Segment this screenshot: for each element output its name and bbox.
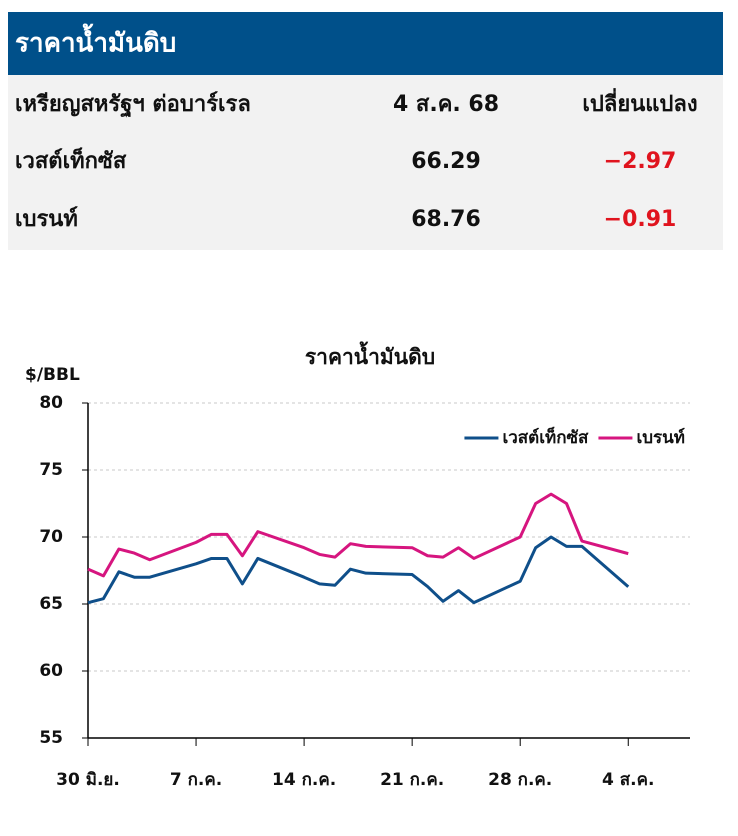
legend-label: เวสต์เท็กซัส <box>502 425 589 448</box>
y-axis-label: $/BBL <box>25 365 80 385</box>
chart: ราคาน้ำมันดิบ $/BBL 55 60 65 70 75 80 30 มิ.ย.… <box>25 341 690 790</box>
table-cell: เวสต์เท็กซัส <box>15 146 127 174</box>
x-tick-label: 14 ก.ค. <box>272 770 336 790</box>
chart-title: ราคาน้ำมันดิบ <box>305 341 435 369</box>
y-tick-label: 70 <box>39 527 63 547</box>
y-tick-label: 55 <box>39 728 63 748</box>
table-cell: 4 ส.ค. 68 <box>393 92 499 117</box>
table: เหรียญสหรัฐฯ ต่อบาร์เรล 4 ส.ค. 68 เปลี่ยนแ… <box>15 87 698 232</box>
table-cell: เปลี่ยนแปลง <box>582 87 697 117</box>
y-tick-label: 75 <box>39 460 63 480</box>
x-tick-label: 7 ก.ค. <box>170 770 222 790</box>
y-tick-label: 65 <box>39 594 63 614</box>
table-cell: เบรนท์ <box>15 206 78 232</box>
table-cell: −0.91 <box>604 207 677 232</box>
table-cell: −2.97 <box>604 149 677 174</box>
y-tick-label: 60 <box>39 661 63 681</box>
x-tick-label: 28 ก.ค. <box>488 770 552 790</box>
table-cell: 68.76 <box>411 207 481 232</box>
series-line <box>87 492 629 578</box>
x-tick-label: 4 ส.ค. <box>602 770 654 790</box>
table-cell: 66.29 <box>411 149 481 174</box>
table-cell: เหรียญสหรัฐฯ ต่อบาร์เรล <box>15 91 251 118</box>
x-tick-label: 30 มิ.ย. <box>56 770 120 790</box>
table-title: ราคาน้ำมันดิบ <box>15 23 176 59</box>
table-background <box>8 75 723 250</box>
header-bar <box>8 12 723 75</box>
x-tick-label: 21 ก.ค. <box>380 770 444 790</box>
y-tick-label: 80 <box>39 393 63 413</box>
legend-label: เบรนท์ <box>636 427 685 448</box>
series-line <box>87 535 630 605</box>
